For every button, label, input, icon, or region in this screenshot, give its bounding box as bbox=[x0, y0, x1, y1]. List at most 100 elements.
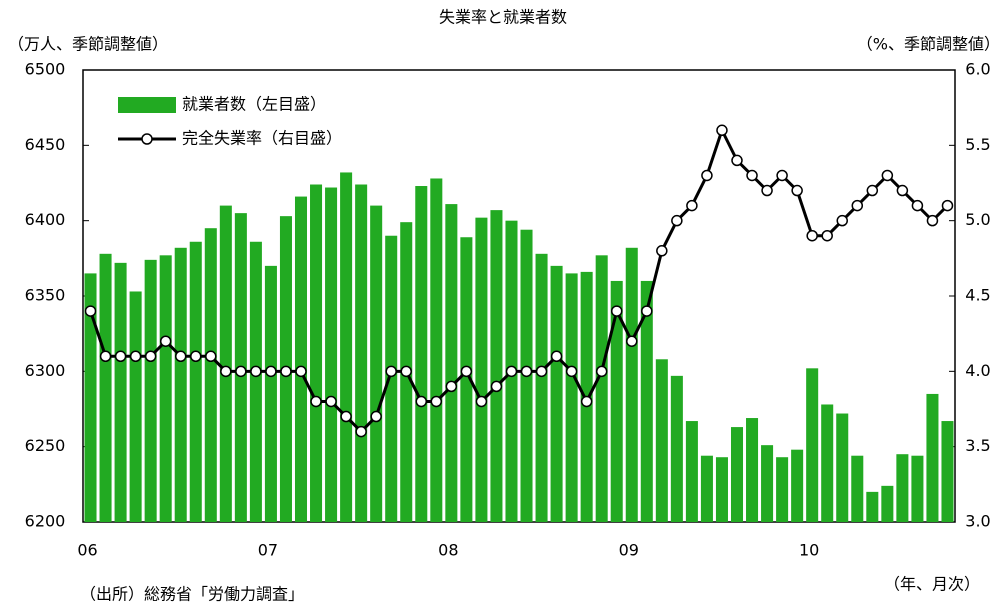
bar bbox=[866, 491, 879, 522]
line-point bbox=[610, 305, 623, 317]
bar bbox=[159, 255, 172, 522]
line-point bbox=[265, 365, 277, 378]
x-tick-label: 06 bbox=[77, 541, 97, 560]
bar bbox=[535, 253, 548, 522]
bar bbox=[189, 241, 202, 522]
line-point bbox=[520, 365, 533, 378]
bar bbox=[655, 359, 668, 522]
line-point bbox=[144, 350, 157, 363]
line-point bbox=[806, 229, 818, 242]
line-point bbox=[505, 365, 518, 378]
bar bbox=[715, 457, 728, 522]
bar bbox=[700, 455, 713, 522]
line-point bbox=[821, 229, 833, 242]
line-point bbox=[716, 124, 728, 137]
line-point bbox=[310, 395, 322, 408]
line-point bbox=[761, 184, 773, 197]
chart-title: 失業率と就業者数 bbox=[439, 8, 567, 27]
line-point bbox=[490, 380, 503, 393]
bar bbox=[896, 454, 909, 522]
x-tick-label: 07 bbox=[258, 541, 278, 560]
line-point bbox=[896, 184, 909, 197]
line-point bbox=[235, 365, 247, 378]
line-point bbox=[84, 305, 97, 317]
bar bbox=[355, 184, 368, 523]
line-point bbox=[941, 199, 954, 212]
line-point bbox=[851, 199, 864, 212]
line-point bbox=[475, 395, 488, 408]
bar bbox=[490, 210, 503, 522]
bar bbox=[174, 247, 187, 522]
bar bbox=[340, 172, 353, 522]
bar bbox=[926, 393, 939, 522]
bar bbox=[475, 217, 488, 523]
bar bbox=[761, 445, 774, 522]
bar bbox=[114, 262, 127, 522]
y2-tick-label: 4.5 bbox=[965, 286, 990, 305]
line-point bbox=[926, 214, 939, 227]
bar bbox=[415, 186, 428, 522]
line-point bbox=[580, 395, 593, 408]
bar bbox=[294, 196, 308, 522]
y-tick-label: 6250 bbox=[25, 436, 66, 455]
y2-tick-label: 6.0 bbox=[965, 60, 990, 79]
line-point bbox=[535, 365, 548, 378]
bar bbox=[851, 455, 864, 522]
bar bbox=[430, 178, 443, 523]
line-point bbox=[836, 214, 848, 227]
line-point bbox=[280, 365, 292, 378]
line-point bbox=[220, 365, 232, 378]
line-point bbox=[565, 365, 578, 378]
line-point bbox=[671, 214, 683, 227]
y-tick-label: 6450 bbox=[25, 135, 66, 154]
bar bbox=[129, 291, 142, 522]
bar bbox=[730, 427, 744, 522]
bar bbox=[550, 265, 563, 522]
bar bbox=[881, 485, 894, 522]
line-point bbox=[340, 410, 352, 423]
y-tick-label: 6300 bbox=[25, 361, 66, 380]
bar bbox=[640, 280, 653, 522]
bar bbox=[249, 241, 262, 522]
x-tick-label: 08 bbox=[438, 541, 458, 560]
bar bbox=[144, 259, 157, 522]
y-axis-label: （万人、季節調整値） bbox=[8, 35, 168, 54]
y-tick-label: 6500 bbox=[25, 60, 66, 79]
line-point bbox=[250, 365, 262, 378]
line-point bbox=[866, 184, 879, 197]
line-point bbox=[114, 350, 127, 363]
bar bbox=[385, 235, 398, 522]
bar bbox=[941, 421, 954, 522]
line-point bbox=[445, 380, 458, 393]
bar bbox=[325, 187, 338, 522]
line-point bbox=[205, 350, 217, 363]
bar bbox=[791, 449, 804, 522]
line-point bbox=[791, 184, 803, 197]
y2-tick-label: 5.0 bbox=[965, 210, 990, 229]
bar bbox=[746, 418, 759, 522]
line-point bbox=[190, 350, 202, 363]
line-point bbox=[550, 350, 563, 363]
line-point bbox=[746, 169, 758, 182]
legend-label: 就業者数（左目盛） bbox=[182, 95, 326, 114]
line-point bbox=[731, 154, 743, 167]
y2-axis-label: （%、季節調整値） bbox=[857, 35, 1000, 54]
bar bbox=[84, 273, 97, 522]
source-note: （出所）総務省「労働力調査」 bbox=[80, 585, 304, 604]
line-point bbox=[400, 365, 412, 378]
bar bbox=[610, 280, 623, 522]
bar bbox=[836, 413, 849, 522]
line-point bbox=[595, 365, 608, 378]
bar bbox=[911, 455, 924, 522]
line bbox=[89, 126, 949, 434]
x-axis-label: （年、月次） bbox=[884, 575, 980, 594]
line-point bbox=[159, 335, 172, 347]
line-point bbox=[355, 425, 367, 438]
bar bbox=[670, 375, 683, 522]
line-point bbox=[641, 305, 653, 317]
line-point bbox=[686, 199, 698, 212]
y-tick-label: 6350 bbox=[25, 286, 66, 305]
bar bbox=[685, 421, 698, 522]
line-point bbox=[174, 350, 187, 363]
